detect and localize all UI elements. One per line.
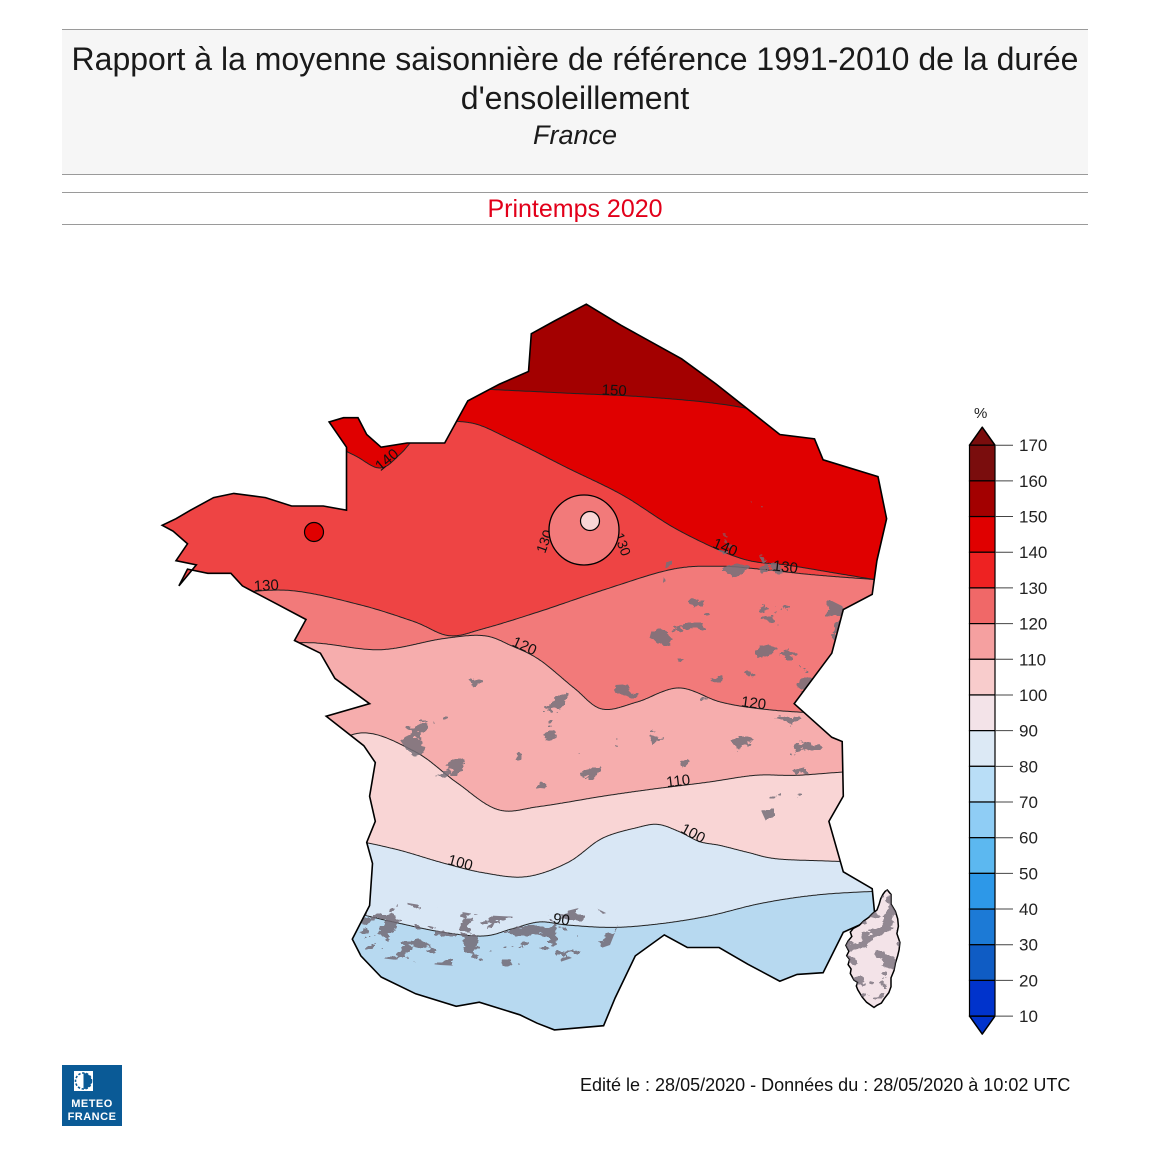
svg-text:170: 170 xyxy=(1019,436,1047,455)
svg-text:110: 110 xyxy=(1019,650,1046,669)
svg-text:30: 30 xyxy=(1019,936,1038,955)
svg-text:80: 80 xyxy=(1019,757,1038,776)
svg-text:90: 90 xyxy=(1019,722,1038,741)
svg-text:120: 120 xyxy=(1019,615,1047,634)
svg-text:20: 20 xyxy=(1019,971,1038,990)
svg-text:50: 50 xyxy=(1019,864,1038,883)
svg-text:140: 140 xyxy=(1019,543,1047,562)
svg-text:100: 100 xyxy=(1019,686,1047,705)
svg-text:130: 130 xyxy=(1019,579,1047,598)
svg-text:40: 40 xyxy=(1019,900,1038,919)
svg-text:60: 60 xyxy=(1019,829,1038,848)
svg-text:70: 70 xyxy=(1019,793,1038,812)
svg-text:150: 150 xyxy=(1019,508,1047,527)
svg-text:160: 160 xyxy=(1019,472,1047,491)
svg-text:10: 10 xyxy=(1019,1007,1038,1026)
